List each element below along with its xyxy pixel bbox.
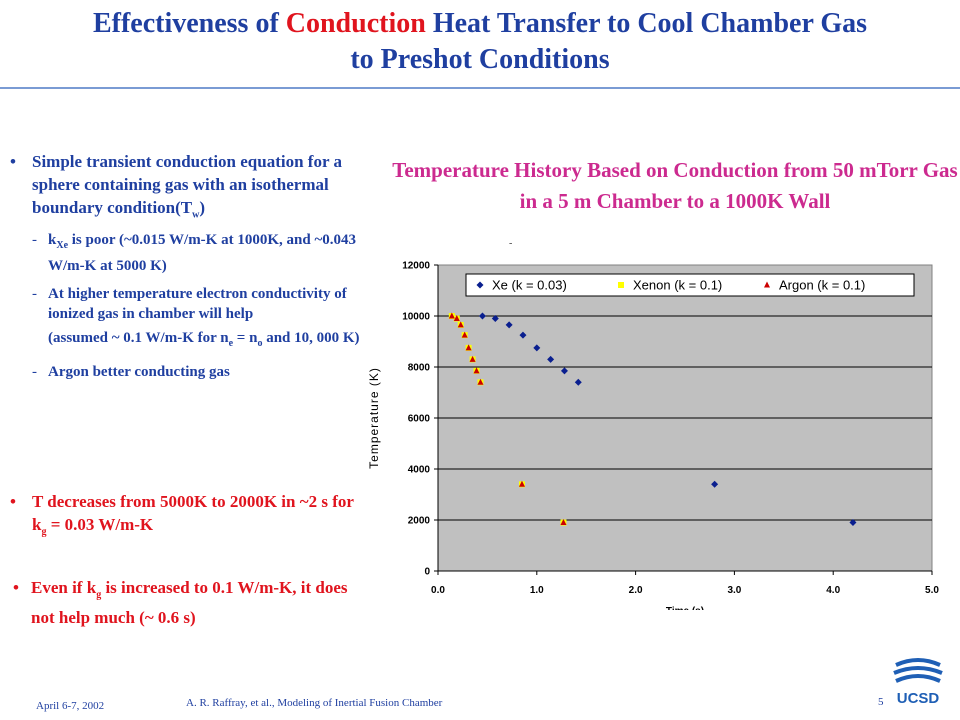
bullet-conduction-equation: • Simple transient conduction equation fo… <box>10 152 342 221</box>
series-0-point <box>547 355 555 363</box>
slide-number: 5 <box>878 696 884 708</box>
y-axis-label: Temperature (K) <box>367 367 381 469</box>
series-0-point <box>491 315 499 323</box>
legend-marker <box>618 282 624 288</box>
title-highlight: Conduction <box>285 8 426 39</box>
series-2-point <box>448 312 455 319</box>
x-tick-label: 3.0 <box>727 585 741 596</box>
legend-label: Xenon (k = 0.1) <box>633 278 722 293</box>
x-tick-label: 2.0 <box>629 585 643 596</box>
x-tick-label: 0.0 <box>431 585 445 596</box>
title-line-1: Effectiveness of Conduction Heat Transfe… <box>92 8 868 39</box>
legend-marker <box>764 281 770 288</box>
chart-title: Temperature History Based on Conduction … <box>392 158 958 213</box>
legend-marker <box>476 281 484 289</box>
series-2-point <box>469 355 476 362</box>
series-0-point <box>849 519 857 527</box>
sub-bullet-list: - kXe is poor (~0.015 W/m-K at 1000K, and… <box>10 230 360 382</box>
y-tick-label: 8000 <box>408 363 431 374</box>
footer-date: April 6-7, 2002 <box>36 700 105 712</box>
ucsd-logo: UCSD <box>893 658 943 707</box>
legend <box>465 273 915 297</box>
sub-bullet-kxe: - kXe is poor (~0.015 W/m-K at 1000K, and… <box>32 232 356 275</box>
sub-bullet-electron-conductivity: - At higher temperature electron conducti… <box>32 286 347 323</box>
series-2-point <box>465 344 472 351</box>
bullet-list: • Simple transient conduction equation fo… <box>10 150 360 390</box>
x-tick-label: 1.0 <box>530 585 544 596</box>
title-divider <box>0 87 960 89</box>
x-tick-label: 4.0 <box>826 585 840 596</box>
series-2-point <box>461 331 468 338</box>
y-tick-label: 4000 <box>408 465 431 476</box>
series-2-point <box>560 519 567 526</box>
series-0-point <box>533 344 541 352</box>
bullet-temperature-decrease: • T decreases from 5000K to 2000K in ~2 s… <box>10 492 354 538</box>
sub-bullet-argon: - Argon better conducting gas <box>32 364 230 381</box>
series-0-point <box>519 331 527 339</box>
title-line-2: to Preshot Conditions <box>350 44 610 75</box>
series-2-point <box>473 367 480 374</box>
x-tick-label: 5.0 <box>925 585 939 596</box>
series-2-point <box>477 378 484 385</box>
logo-text: UCSD <box>897 690 940 707</box>
series-0-point <box>505 321 513 329</box>
series-0-point <box>711 480 719 488</box>
bullet-kg-increase: • Even if kg is increased to 0.1 W/m-K, i… <box>13 578 348 628</box>
y-tick-label: 0 <box>424 567 430 578</box>
series-2-point <box>453 315 460 322</box>
stray-mark: - <box>509 238 513 249</box>
y-tick-label: 10000 <box>402 312 430 323</box>
y-tick-label: 2000 <box>408 516 431 527</box>
series-2-point <box>518 480 525 487</box>
footer-author: A. R. Raffray, et al., Modeling of Inert… <box>186 697 443 709</box>
x-axis-label: Time (s) <box>666 606 704 610</box>
slide-title: Effectiveness of Conduction Heat Transfe… <box>0 6 960 78</box>
series-2-point <box>457 321 464 328</box>
y-tick-label: 6000 <box>408 414 431 425</box>
y-tick-label: 12000 <box>402 261 430 272</box>
sub-bullet-assumption: (assumed ~ 0.1 W/m-K for ne = no and 10,… <box>48 330 360 350</box>
series-0-point <box>574 378 582 386</box>
legend-label: Xe (k = 0.03) <box>492 278 567 293</box>
temperature-history-chart: 0 2000 4000 6000 8000 10000 12000 0.0 1.0 2.0 3.0 4… <box>367 261 939 611</box>
legend-label: Argon (k = 0.1) <box>779 278 865 293</box>
series-0-point <box>560 367 568 375</box>
